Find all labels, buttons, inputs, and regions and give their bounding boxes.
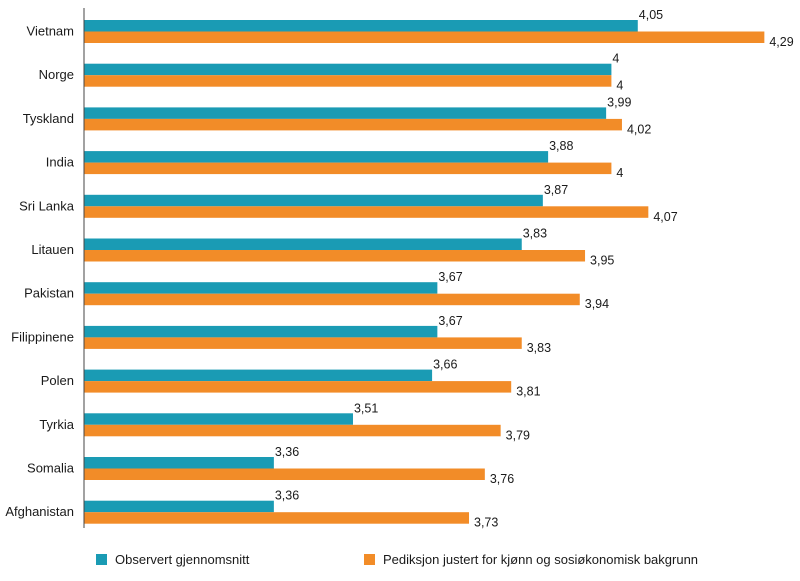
bar-prediction-norge <box>84 75 612 87</box>
bar-prediction-afghanistan <box>84 512 470 524</box>
bar-observed-somalia <box>84 457 274 469</box>
value-label-observed-pakistan: 3,67 <box>438 270 462 284</box>
bar-prediction-somalia <box>84 468 485 480</box>
category-label-litauen: Litauen <box>31 242 74 257</box>
bar-observed-norge <box>84 63 612 76</box>
value-label-observed-tyrkia: 3,51 <box>354 401 378 415</box>
value-label-observed-afghanistan: 3,36 <box>275 489 299 503</box>
bar-prediction-filippinene <box>84 337 522 349</box>
bar-prediction-tyrkia <box>84 424 501 437</box>
value-label-prediction-somalia: 3,76 <box>490 472 514 486</box>
bar-observed-sri-lanka <box>84 194 543 207</box>
legend-label-observed: Observert gjennomsnitt <box>115 552 250 567</box>
value-label-prediction-sri-lanka: 4,07 <box>653 210 677 224</box>
value-label-observed-tyskland: 3,99 <box>607 95 631 109</box>
bar-observed-vietnam <box>84 20 638 32</box>
value-label-prediction-india: 4 <box>616 166 623 180</box>
category-label-norge: Norge <box>39 67 74 82</box>
category-label-pakistan: Pakistan <box>24 286 74 301</box>
category-label-afghanistan: Afghanistan <box>5 504 74 519</box>
bar-prediction-sri-lanka <box>84 206 649 218</box>
value-label-observed-vietnam: 4,05 <box>639 8 663 22</box>
legend-label-prediction: Pediksjon justert for kjønn og sosiøkono… <box>383 552 699 567</box>
bar-prediction-litauen <box>84 250 586 262</box>
category-label-filippinene: Filippinene <box>11 329 74 344</box>
value-label-observed-filippinene: 3,67 <box>438 314 462 328</box>
value-label-prediction-tyrkia: 3,79 <box>506 428 530 442</box>
bar-observed-tyskland <box>84 107 607 119</box>
bar-observed-afghanistan <box>84 500 274 513</box>
bar-observed-polen <box>84 369 433 382</box>
category-label-tyskland: Tyskland <box>23 111 74 126</box>
bar-observed-filippinene <box>84 325 438 338</box>
category-label-polen: Polen <box>41 373 74 388</box>
value-label-prediction-litauen: 3,95 <box>590 254 614 268</box>
bar-observed-india <box>84 151 549 163</box>
value-label-prediction-vietnam: 4,29 <box>769 35 793 49</box>
value-label-observed-norge: 4 <box>612 52 619 66</box>
bar-observed-tyrkia <box>84 413 353 425</box>
value-label-prediction-filippinene: 3,83 <box>527 341 551 355</box>
bar-prediction-polen <box>84 381 512 393</box>
bar-prediction-pakistan <box>84 293 580 306</box>
value-label-observed-somalia: 3,36 <box>275 445 299 459</box>
category-label-india: India <box>46 155 75 170</box>
value-label-observed-india: 3,88 <box>549 139 573 153</box>
bar-observed-pakistan <box>84 282 438 294</box>
legend-swatch-observed <box>96 554 107 565</box>
legend-item-observed: Observert gjennomsnitt <box>96 552 249 567</box>
value-label-prediction-polen: 3,81 <box>516 385 540 399</box>
legend: Observert gjennomsnitt Pediksjon justert… <box>0 552 800 574</box>
bar-prediction-tyskland <box>84 118 622 131</box>
bar-prediction-india <box>84 162 612 175</box>
category-label-somalia: Somalia <box>27 461 75 476</box>
value-label-observed-litauen: 3,83 <box>523 227 547 241</box>
category-label-vietnam: Vietnam <box>27 24 74 39</box>
legend-swatch-prediction <box>364 554 375 565</box>
value-label-prediction-norge: 4 <box>616 79 623 93</box>
value-label-observed-sri-lanka: 3,87 <box>544 183 568 197</box>
value-label-prediction-tyskland: 4,02 <box>627 122 651 136</box>
category-label-sri-lanka: Sri Lanka <box>19 198 75 213</box>
value-label-observed-polen: 3,66 <box>433 358 457 372</box>
legend-item-prediction: Pediksjon justert for kjønn og sosiøkono… <box>364 552 698 567</box>
value-label-prediction-pakistan: 3,94 <box>585 297 609 311</box>
value-label-prediction-afghanistan: 3,73 <box>474 516 498 530</box>
category-label-tyrkia: Tyrkia <box>39 417 74 432</box>
bar-observed-litauen <box>84 238 522 250</box>
bar-prediction-vietnam <box>84 31 765 43</box>
